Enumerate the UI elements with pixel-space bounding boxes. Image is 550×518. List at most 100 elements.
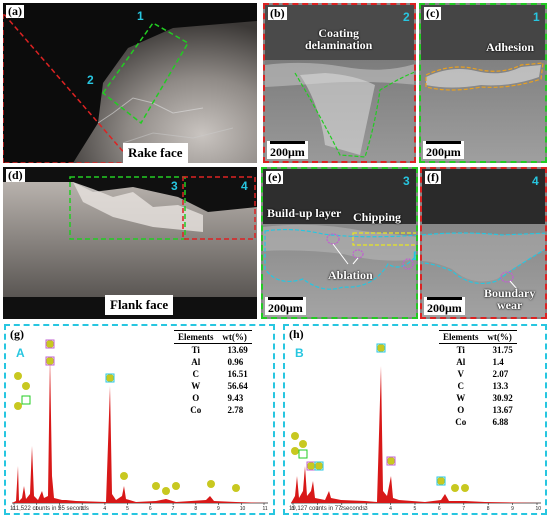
panel-label: (d) — [6, 168, 25, 182]
adhesion-annotation: Adhesion — [486, 40, 535, 54]
x-tick-label: 8 — [194, 506, 197, 512]
element-name: C — [192, 369, 200, 379]
element-wt: 56.64 — [227, 381, 248, 391]
panel-label: (f) — [425, 170, 441, 184]
face-label: Rake face — [123, 143, 188, 163]
composition-row: Ti 31.75 — [439, 344, 517, 357]
panel-label: (g) — [8, 327, 26, 341]
element-name: W — [456, 393, 466, 403]
element-name: W — [191, 381, 201, 391]
x-tick-label: 5 — [126, 506, 129, 512]
element-name: Al — [456, 357, 466, 367]
marker-2: 2 — [403, 10, 410, 24]
red-region-box — [3, 11, 134, 163]
scale-bar: 200μm — [267, 141, 308, 159]
spectrum-g-plot: 0 1 2 3 4 5 6 7 8 9 10 11 — [12, 339, 268, 512]
x-tick-label: 10 — [240, 506, 246, 512]
panel-f-boundary-wear: (f) 4 Boundary wear 200μm — [420, 167, 547, 319]
scale-bar: 200μm — [423, 141, 464, 159]
element-name: Ti — [191, 345, 200, 355]
panel-c-adhesion: (c) 1 Adhesion 200μm — [419, 3, 547, 163]
marker-1: 1 — [533, 10, 540, 24]
scale-bar: 200μm — [424, 297, 465, 315]
marker-4: 4 — [241, 179, 248, 193]
sem-image-c — [421, 5, 545, 161]
sem-image-f — [422, 169, 545, 317]
sem-image-e — [263, 169, 416, 317]
marker-1: 1 — [137, 9, 144, 23]
ablation-annotation: Ablation — [328, 268, 373, 282]
point-b-label: B — [413, 249, 416, 263]
composition-table-g: Elements wt(%) Ti 13.69 Al 0.96 C 16.51 W 56.64… — [174, 330, 252, 416]
x-tick-label: 9 — [511, 506, 514, 512]
count-note: 19,127 counts in 77 seconds — [289, 506, 366, 512]
red-region-box — [182, 176, 256, 240]
element-wt: 16.51 — [227, 369, 248, 379]
element-name: Ti — [456, 345, 465, 355]
header-wt: wt(%) — [482, 330, 517, 344]
composition-row: C 16.51 — [174, 368, 252, 380]
panel-label: (h) — [287, 327, 306, 341]
composition-row: O 9.43 — [174, 392, 252, 404]
marker-3: 3 — [403, 174, 410, 188]
x-tick-label: 2 — [340, 506, 343, 512]
x-tick-label: 4 — [389, 506, 392, 512]
x-tick-label: 9 — [217, 506, 220, 512]
x-tick-label: 5 — [414, 506, 417, 512]
composition-row: Co 2.78 — [174, 404, 252, 416]
header-wt: wt(%) — [217, 330, 252, 344]
panel-label: (e) — [266, 170, 284, 184]
panel-b-coating-delamination: (b) 2 Coating delamination 200μm — [263, 3, 416, 163]
composition-row: Co 6.88 — [439, 416, 517, 428]
x-tick-label: 8 — [487, 506, 490, 512]
composition-row: W 30.92 — [439, 392, 517, 404]
panel-label: (c) — [424, 6, 442, 20]
element-wt: 2.78 — [227, 405, 244, 415]
point-a-label: A — [16, 346, 25, 360]
composition-row: V 2.07 — [439, 368, 517, 380]
composition-row: Ti 13.69 — [174, 344, 252, 357]
scale-bar: 200μm — [265, 297, 306, 315]
x-tick-label: 0 — [13, 506, 16, 512]
element-name: Co — [190, 405, 202, 415]
panel-d-flank-face: (d) 3 4 Flank face — [3, 167, 257, 319]
composition-row: O 13.67 — [439, 404, 517, 416]
panel-label: (a) — [6, 4, 24, 18]
count-note: 111,522 counts in 55 seconds — [10, 506, 89, 512]
green-region-box — [101, 22, 190, 125]
element-wt: 13.67 — [492, 405, 513, 415]
x-tick-label: 1 — [316, 506, 319, 512]
marker-3: 3 — [171, 179, 178, 193]
element-name: Al — [191, 357, 201, 367]
panel-label: (b) — [268, 6, 287, 20]
element-wt: 31.75 — [492, 345, 513, 355]
x-tick-label: 10 — [536, 506, 542, 512]
marker-2: 2 — [87, 73, 94, 87]
sem-image-b — [265, 5, 414, 161]
x-tick-label: 3 — [365, 506, 368, 512]
chipping-annotation: Chipping — [353, 210, 402, 224]
element-wt: 9.43 — [227, 393, 244, 403]
element-wt: 0.96 — [227, 357, 244, 367]
x-tick-label: 6 — [438, 506, 441, 512]
marker-4: 4 — [532, 174, 539, 188]
element-wt: 2.07 — [492, 369, 509, 379]
header-elements: Elements — [174, 330, 218, 344]
composition-row: C 13.3 — [439, 380, 517, 392]
x-tick-label: 1 — [35, 506, 38, 512]
x-tick-label: 11 — [263, 506, 268, 512]
composition-row: Al 1.4 — [439, 356, 517, 368]
element-wt: 1.4 — [492, 357, 504, 367]
element-name: Co — [455, 417, 467, 427]
element-name: C — [457, 381, 465, 391]
composition-table-h: Elements wt(%) Ti 31.75 Al 1.4 V 2.07 C 13.3 W 30… — [439, 330, 517, 428]
rake-face-image — [3, 3, 257, 163]
point-b-label: B — [295, 346, 304, 360]
face-label: Flank face — [105, 295, 174, 315]
x-tick-label: 7 — [462, 506, 465, 512]
panel-g-eds-spectrum: 0 1 2 3 4 5 6 7 8 9 10 11 (g) A 111,522 counts in 5… — [4, 324, 275, 515]
x-tick-label: 2 — [58, 506, 61, 512]
build-up-layer-annotation: Build-up layer — [267, 206, 342, 220]
x-tick-label: 7 — [172, 506, 175, 512]
panel-a-rake-face: (a) 1 2 Rake face — [3, 3, 257, 163]
